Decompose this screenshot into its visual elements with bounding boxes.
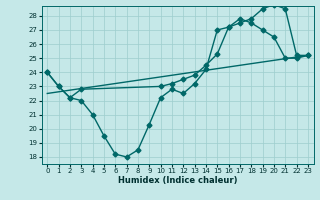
X-axis label: Humidex (Indice chaleur): Humidex (Indice chaleur) xyxy=(118,176,237,185)
